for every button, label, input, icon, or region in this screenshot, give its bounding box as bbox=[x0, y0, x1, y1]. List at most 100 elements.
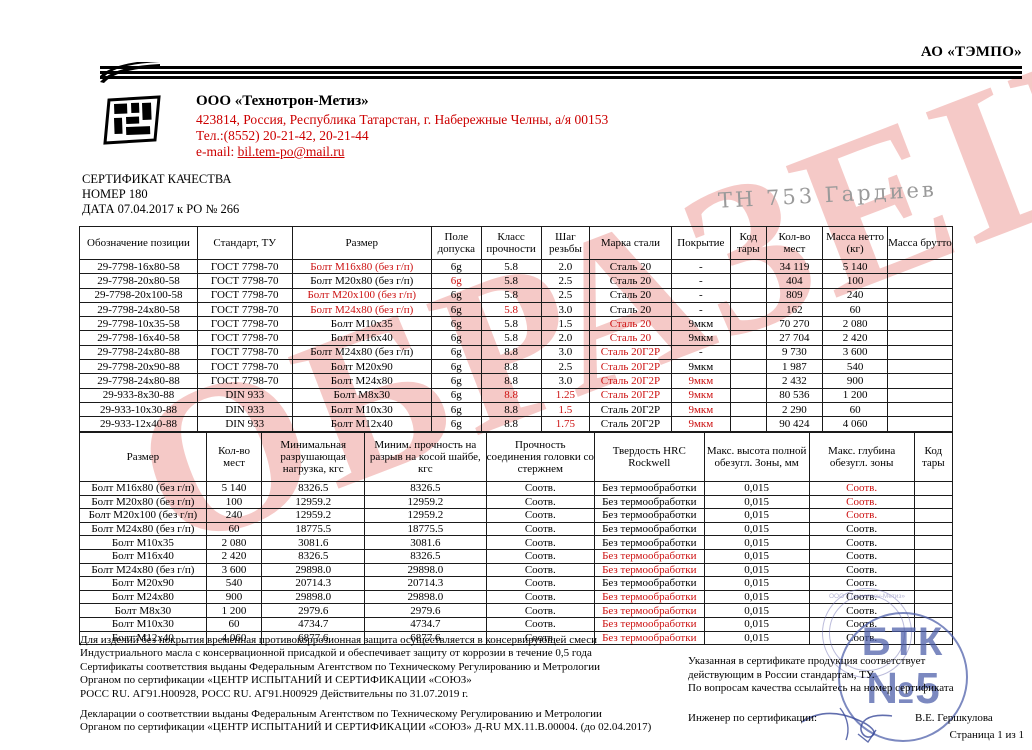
cell-r5-c6: 0,015 bbox=[703, 548, 810, 564]
cell-r11-c3: 6g bbox=[431, 416, 482, 432]
column-header-1: Кол-во мест bbox=[205, 432, 263, 482]
cell-r9-c3: 2979.6 bbox=[364, 603, 487, 618]
cell-r8-c2: Болт M24x80 bbox=[291, 373, 433, 389]
cell-r1-c0: 29-7798-20x80-58 bbox=[79, 273, 198, 289]
cell-r8-c5: Без термообработки bbox=[593, 589, 705, 605]
cell-r11-c3: 6877.6 bbox=[364, 630, 487, 646]
cell-r9-c1: DIN 933 bbox=[196, 387, 293, 403]
cell-r5-c8 bbox=[730, 330, 767, 346]
column-header-0: Обозначение позиции bbox=[79, 226, 198, 260]
company-email[interactable]: bil.tem-po@mail.ru bbox=[237, 144, 345, 159]
cell-r7-c1: 540 bbox=[205, 576, 263, 591]
cell-r9-c5: 1.25 bbox=[540, 387, 591, 403]
certificate-identification: СЕРТИФИКАТ КАЧЕСТВА НОМЕР 180 ДАТА 07.04… bbox=[82, 172, 239, 217]
cell-r8-c3: 29898.0 bbox=[364, 589, 487, 605]
column-header-3: Поле допуска bbox=[431, 226, 482, 260]
cell-r0-c9: 34 119 bbox=[765, 258, 824, 275]
cell-r5-c3: 8326.5 bbox=[364, 548, 487, 564]
footer-note-3: Сертификаты соответствия выданы Федераль… bbox=[80, 660, 600, 673]
table-row: Болт M20x80 (без г/п) 100 12959.2 12959.2 Со… bbox=[79, 494, 954, 510]
cell-r6-c6: Сталь 20Г2Р bbox=[589, 344, 672, 361]
cell-r11-c5: 1.75 bbox=[540, 416, 591, 432]
cell-r7-c7: Соотв. bbox=[808, 576, 915, 591]
cell-r5-c2: 8326.5 bbox=[261, 548, 366, 564]
engineer-label: Инженер по сертификации: bbox=[688, 712, 818, 724]
cell-r10-c5: Без термообработки bbox=[593, 616, 705, 632]
cell-r2-c3: 12959.2 bbox=[364, 508, 487, 523]
cell-r10-c8 bbox=[913, 616, 954, 632]
column-header-8: Код тары bbox=[730, 226, 767, 260]
column-header-2: Размер bbox=[291, 226, 433, 260]
table-row: Болт M20x100 (без г/п) 240 12959.2 12959.2 С… bbox=[79, 508, 954, 523]
footer-note-7: Органом по сертификации «ЦЕНТР ИСПЫТАНИЙ… bbox=[80, 721, 652, 734]
footer-note-1: Для изделий без покрытия временная проти… bbox=[80, 634, 597, 646]
cell-r9-c2: 2979.6 bbox=[261, 603, 366, 618]
cell-r10-c7: Соотв. bbox=[808, 616, 915, 632]
cell-r5-c7: 9мкм bbox=[670, 330, 732, 346]
cell-r5-c11 bbox=[886, 330, 954, 346]
column-header-7: Макс. глубина обезугл. зоны bbox=[808, 432, 915, 482]
cell-r6-c2: Болт M24x80 (без г/п) bbox=[291, 344, 433, 361]
cell-r8-c0: 29-7798-24x80-88 bbox=[79, 373, 198, 389]
cell-r7-c6: Сталь 20Г2Р bbox=[589, 359, 672, 375]
cell-r0-c7: Соотв. bbox=[808, 481, 915, 496]
cell-r2-c8 bbox=[730, 287, 767, 303]
cell-r11-c10: 4 060 bbox=[822, 416, 888, 432]
cell-r3-c7: - bbox=[670, 301, 732, 318]
cell-r7-c10: 540 bbox=[822, 359, 888, 375]
cell-r11-c4: Соотв. bbox=[485, 630, 595, 646]
table2-header-row: Размер Кол-во мест Минимальная разрушающая… bbox=[79, 432, 954, 482]
cell-r0-c5: Без термообработки bbox=[593, 481, 705, 496]
cell-r8-c6: Сталь 20Г2Р bbox=[589, 373, 672, 389]
cell-r0-c2: Болт M16x80 (без г/п) bbox=[291, 258, 433, 275]
cell-r10-c4: 8.8 bbox=[480, 401, 542, 418]
cell-r0-c6: 0,015 bbox=[703, 481, 810, 496]
cell-r1-c3: 6g bbox=[431, 273, 482, 289]
cell-r8-c8 bbox=[730, 373, 767, 389]
certificate-date: ДАТА 07.04.2017 к РО № 266 bbox=[82, 202, 240, 216]
cell-r9-c2: Болт M8x30 bbox=[291, 387, 433, 403]
cell-r4-c8 bbox=[913, 535, 954, 550]
cell-r11-c8 bbox=[730, 416, 767, 432]
footer-note-6: Декларации о соответствии выданы Федерал… bbox=[80, 708, 602, 721]
cell-r11-c5: Без термообработки bbox=[593, 630, 705, 646]
cell-r3-c1: ГОСТ 7798-70 bbox=[196, 301, 293, 318]
cell-r10-c3: 6g bbox=[431, 401, 482, 418]
cell-r8-c1: ГОСТ 7798-70 bbox=[196, 373, 293, 389]
cell-r11-c6: 0,015 bbox=[703, 630, 810, 646]
cell-r1-c5: 2.5 bbox=[540, 273, 591, 289]
table-row: Болт M16x80 (без г/п) 5 140 8326.5 8326.5 Со… bbox=[79, 481, 954, 496]
cell-r4-c10: 2 080 bbox=[822, 316, 888, 332]
cell-r1-c2: Болт M20x80 (без г/п) bbox=[291, 273, 433, 289]
cell-r5-c10: 2 420 bbox=[822, 330, 888, 346]
table-row: 29-7798-20x80-58 ГОСТ 7798-70 Болт M20x80 … bbox=[79, 273, 954, 289]
cell-r1-c1: 100 bbox=[205, 494, 263, 510]
cell-r0-c4: 5.8 bbox=[480, 258, 542, 275]
cell-r11-c11 bbox=[886, 416, 954, 432]
cell-r2-c0: Болт M20x100 (без г/п) bbox=[79, 508, 207, 523]
cell-r7-c1: ГОСТ 7798-70 bbox=[196, 359, 293, 375]
cell-r0-c4: Соотв. bbox=[485, 481, 595, 496]
cell-r4-c5: 1.5 bbox=[540, 316, 591, 332]
cell-r0-c3: 8326.5 bbox=[364, 481, 487, 496]
table2-body: Болт M16x80 (без г/п) 5 140 8326.5 8326.5 Со… bbox=[79, 481, 954, 646]
cell-r11-c1: DIN 933 bbox=[196, 416, 293, 432]
table-row: Болт M16x40 2 420 8326.5 8326.5 Соотв. Без те… bbox=[79, 548, 954, 564]
cell-r0-c7: - bbox=[670, 258, 732, 275]
cell-r6-c0: 29-7798-24x80-88 bbox=[79, 344, 198, 361]
cell-r9-c6: 0,015 bbox=[703, 603, 810, 618]
cell-r7-c8 bbox=[913, 576, 954, 591]
cell-r9-c0: 29-933-8x30-88 bbox=[79, 387, 198, 403]
table-row: 29-7798-24x80-88 ГОСТ 7798-70 Болт M24x80 6… bbox=[79, 373, 954, 389]
cell-r11-c7: Соотв. bbox=[808, 630, 915, 646]
cell-r1-c5: Без термообработки bbox=[593, 494, 705, 510]
cell-r1-c1: ГОСТ 7798-70 bbox=[196, 273, 293, 289]
company-logo-icon bbox=[103, 95, 161, 145]
cell-r10-c1: DIN 933 bbox=[196, 401, 293, 418]
table-row: Болт M20x90 540 20714.3 20714.3 Соотв. Без те… bbox=[79, 576, 954, 591]
cell-r3-c1: 60 bbox=[205, 521, 263, 537]
cell-r1-c6: 0,015 bbox=[703, 494, 810, 510]
cell-r9-c4: Соотв. bbox=[485, 603, 595, 618]
mechanical-properties-table: Размер Кол-во мест Минимальная разрушающая… bbox=[79, 432, 954, 646]
